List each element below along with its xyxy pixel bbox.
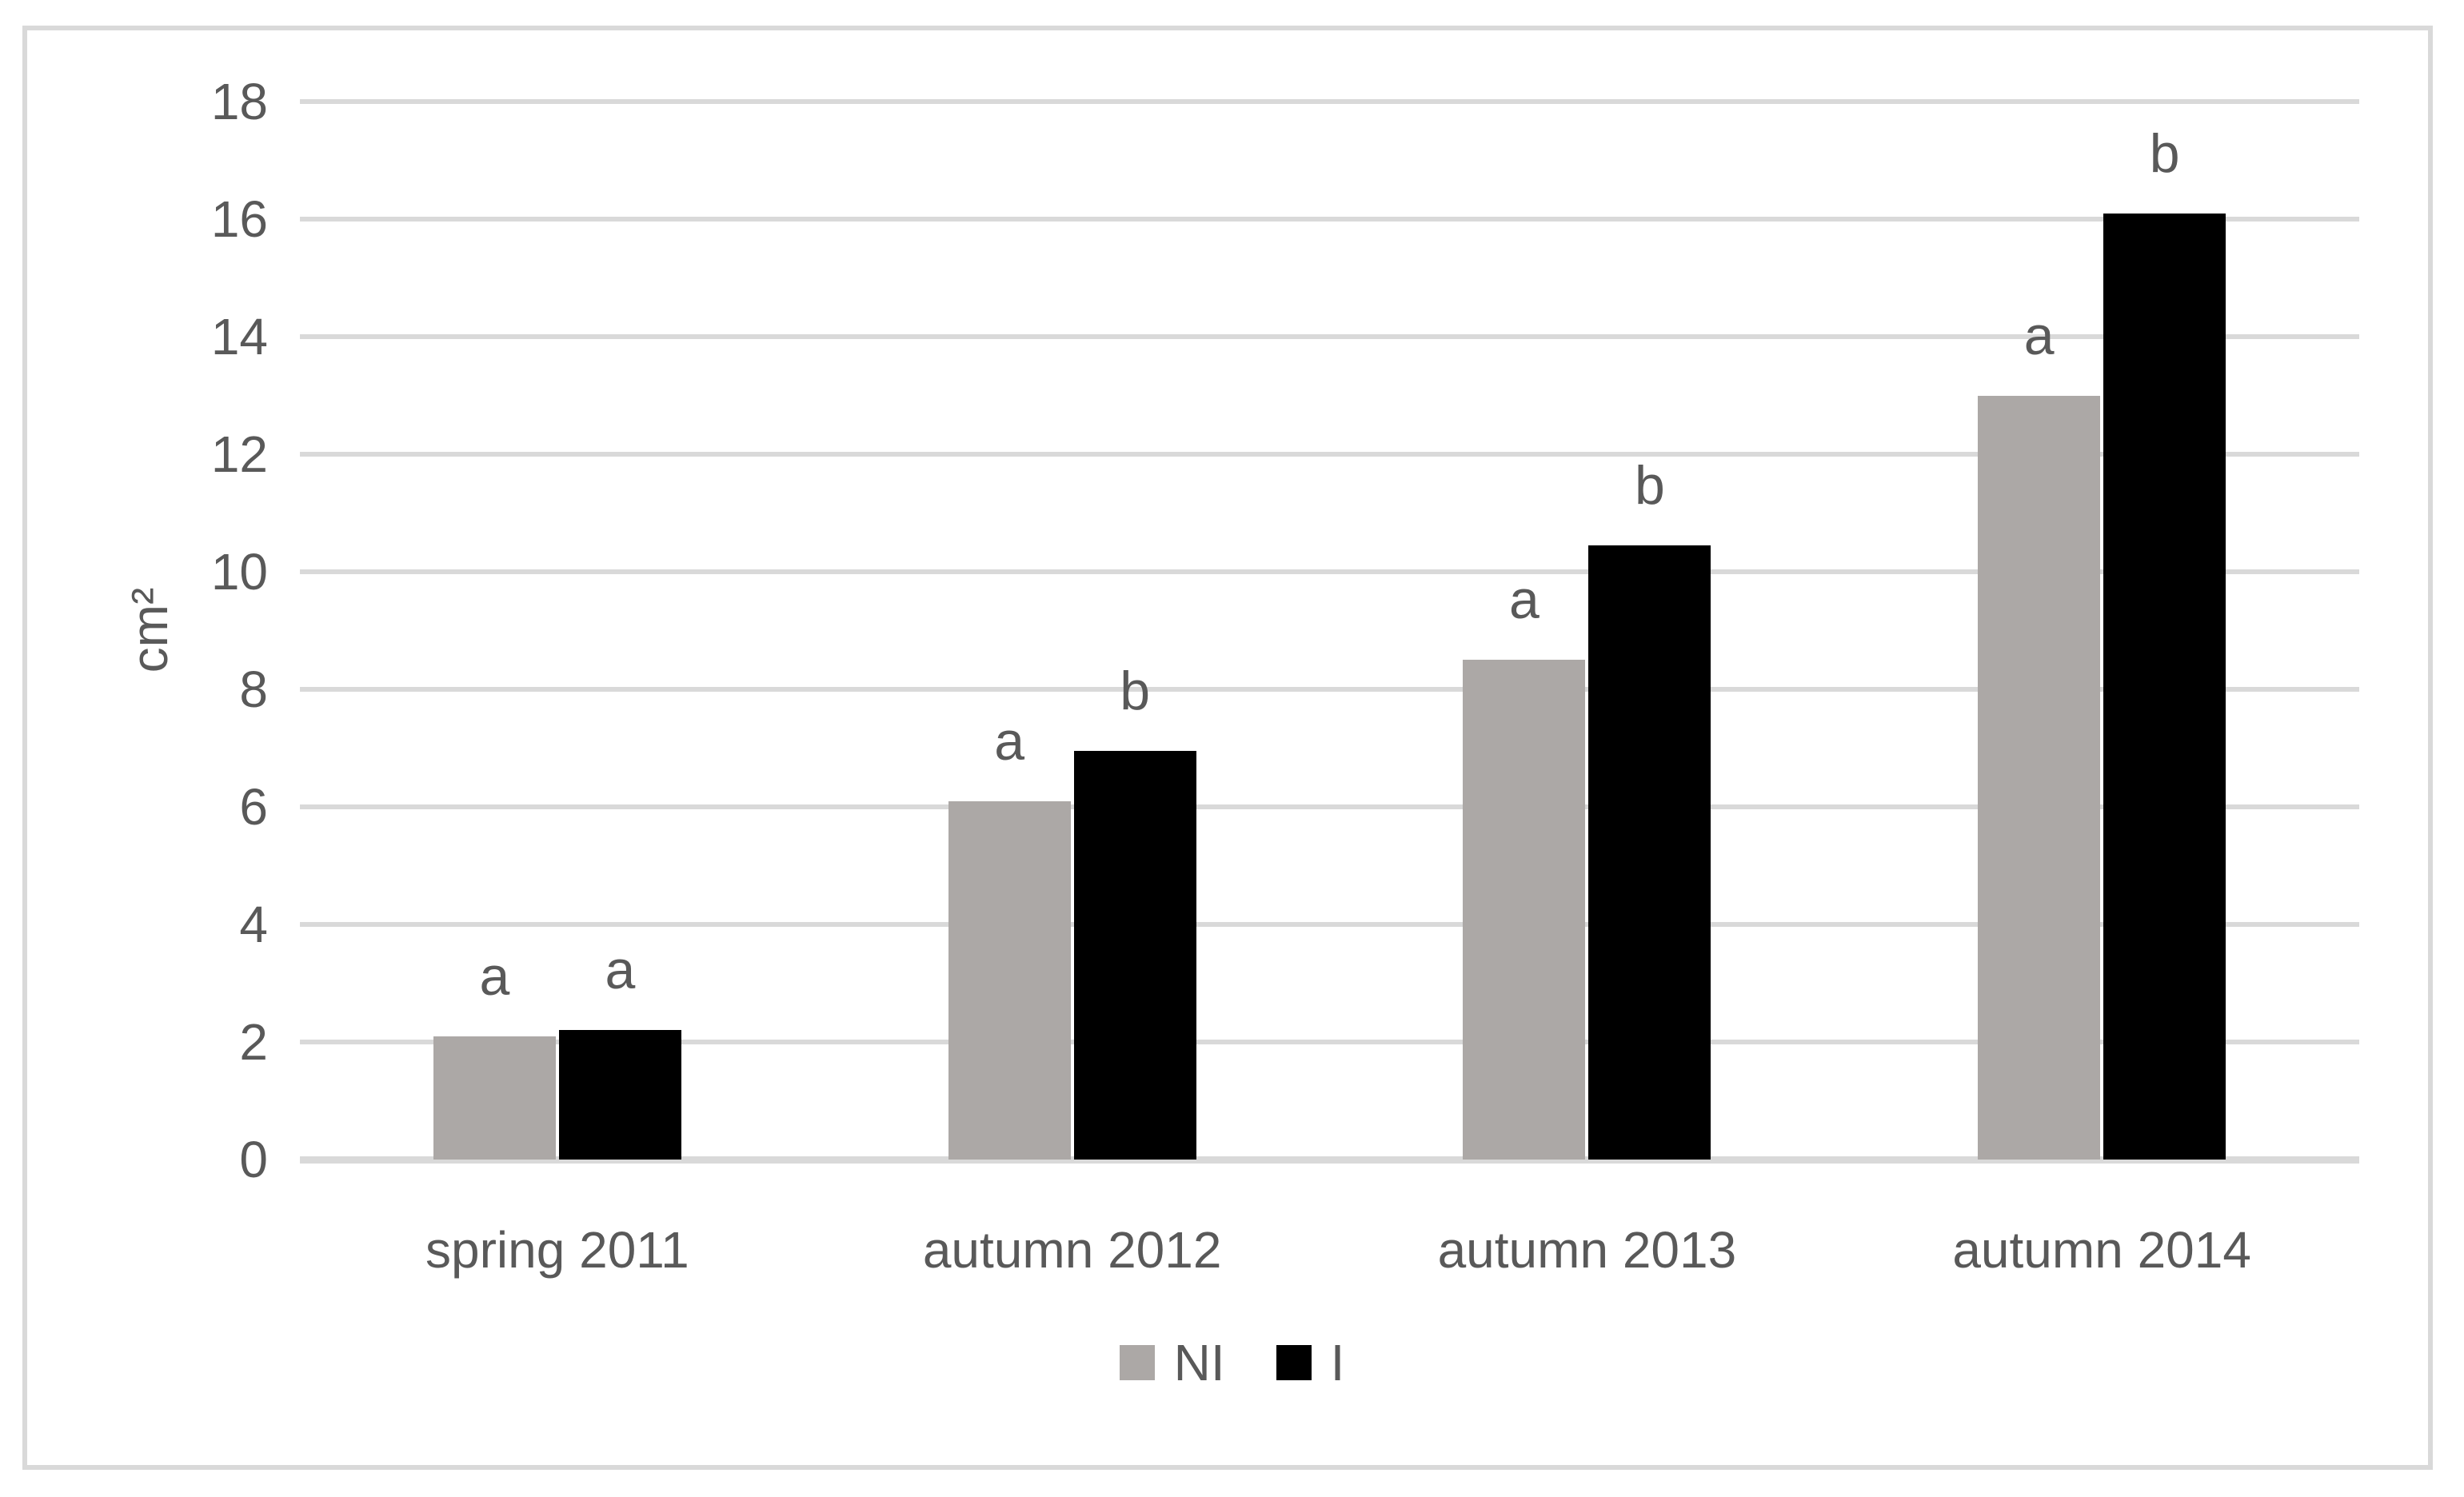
y-tick-label: 2 xyxy=(239,1013,268,1071)
gridline xyxy=(300,804,2359,809)
y-tick-label: 0 xyxy=(239,1131,268,1188)
significance-letter: a xyxy=(605,940,636,1001)
y-tick-label: 18 xyxy=(210,73,268,130)
gridline xyxy=(300,452,2359,457)
legend: NI I xyxy=(0,1334,2464,1391)
gridline xyxy=(300,687,2359,692)
bar-I-spring-2011 xyxy=(558,1030,681,1160)
bar-I-autumn-2013 xyxy=(1588,545,1711,1160)
legend-label-NI: NI xyxy=(1173,1334,1225,1391)
gridline xyxy=(300,922,2359,927)
significance-letter: a xyxy=(1508,569,1540,631)
bar-I-autumn-2012 xyxy=(1073,751,1196,1160)
legend-item-I: I xyxy=(1276,1334,1345,1391)
bar-I-autumn-2014 xyxy=(2103,213,2226,1160)
legend-swatch-NI xyxy=(1119,1345,1155,1380)
bar-NI-autumn-2013 xyxy=(1463,660,1586,1160)
category-label: autumn 2014 xyxy=(1952,1221,2251,1279)
y-tick-label: 4 xyxy=(239,896,268,953)
y-tick-label: 16 xyxy=(210,190,268,248)
significance-letter: b xyxy=(2149,122,2180,184)
y-tick-label: 14 xyxy=(210,308,268,365)
bar-NI-autumn-2012 xyxy=(948,800,1071,1160)
legend-item-NI: NI xyxy=(1119,1334,1225,1391)
gridline xyxy=(300,334,2359,339)
gridline xyxy=(300,99,2359,104)
significance-letter: a xyxy=(994,710,1025,772)
bar-NI-spring-2011 xyxy=(433,1036,556,1160)
x-axis-line xyxy=(300,1156,2359,1164)
legend-swatch-I xyxy=(1276,1345,1312,1380)
gridline xyxy=(300,569,2359,574)
category-label: autumn 2013 xyxy=(1437,1221,1737,1279)
significance-letter: a xyxy=(479,945,510,1007)
y-tick-label: 12 xyxy=(210,425,268,483)
gridline xyxy=(300,217,2359,222)
category-label: spring 2011 xyxy=(425,1221,689,1279)
significance-letter: b xyxy=(1120,661,1151,722)
significance-letter: b xyxy=(1634,454,1665,516)
y-tick-label: 10 xyxy=(210,543,268,601)
category-label: autumn 2012 xyxy=(922,1221,1222,1279)
y-tick-label: 6 xyxy=(239,778,268,836)
chart-frame xyxy=(22,26,2433,1470)
y-tick-label: 8 xyxy=(239,661,268,718)
significance-letter: a xyxy=(2023,305,2055,366)
gridline xyxy=(300,1040,2359,1044)
legend-label-I: I xyxy=(1330,1334,1345,1391)
bar-NI-autumn-2014 xyxy=(1978,395,2101,1160)
